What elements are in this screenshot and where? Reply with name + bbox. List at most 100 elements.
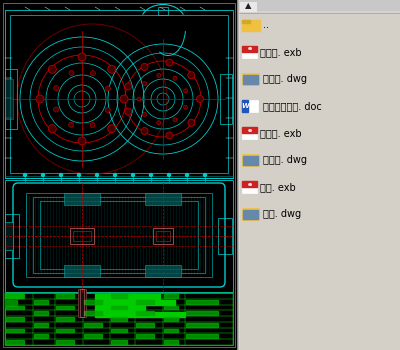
Circle shape <box>157 74 161 77</box>
Circle shape <box>24 174 26 176</box>
Circle shape <box>120 95 128 103</box>
Text: 从动轴. exb: 从动轴. exb <box>260 128 302 138</box>
Circle shape <box>184 105 188 109</box>
Bar <box>40 201 198 269</box>
Bar <box>6 329 24 332</box>
Bar <box>5 180 233 292</box>
Circle shape <box>166 59 173 66</box>
Bar <box>111 329 127 332</box>
Bar <box>5 214 19 258</box>
Circle shape <box>141 63 148 70</box>
Bar <box>33 197 205 273</box>
Bar <box>242 46 257 52</box>
Bar <box>5 10 233 178</box>
Circle shape <box>188 72 195 79</box>
Circle shape <box>96 174 98 176</box>
Circle shape <box>137 97 141 101</box>
Bar <box>242 100 258 112</box>
Bar <box>5 222 13 250</box>
Bar <box>111 306 127 309</box>
Circle shape <box>54 85 59 91</box>
Bar <box>5 293 233 345</box>
Bar <box>34 335 48 338</box>
Bar <box>242 127 257 133</box>
Bar <box>158 7 168 15</box>
Bar <box>95 294 160 299</box>
Bar <box>242 181 257 193</box>
Circle shape <box>54 107 58 112</box>
Circle shape <box>78 137 86 145</box>
Circle shape <box>157 121 161 125</box>
Text: ..: .. <box>263 20 269 30</box>
Text: 齿轮. dwg: 齿轮. dwg <box>263 209 301 219</box>
Bar <box>242 181 257 187</box>
Circle shape <box>60 174 62 176</box>
Circle shape <box>106 86 110 91</box>
Circle shape <box>105 107 110 112</box>
Bar <box>84 323 102 327</box>
Bar <box>164 294 178 298</box>
Bar <box>186 300 218 303</box>
Bar <box>95 306 145 311</box>
Text: ▲: ▲ <box>245 1 251 10</box>
Bar <box>242 46 257 58</box>
Circle shape <box>173 118 177 122</box>
Bar <box>6 317 24 321</box>
Bar <box>78 289 86 317</box>
Circle shape <box>125 83 132 90</box>
Bar <box>84 335 102 338</box>
Text: W: W <box>241 103 249 109</box>
Bar <box>6 306 24 309</box>
Bar <box>95 300 175 305</box>
Bar <box>186 335 218 338</box>
Text: e: e <box>247 47 252 51</box>
Bar <box>243 156 258 165</box>
Bar <box>84 300 102 303</box>
Bar <box>3 3 235 347</box>
Bar <box>186 312 218 315</box>
Bar <box>5 293 23 298</box>
Text: 装配图. exb: 装配图. exb <box>260 47 302 57</box>
Bar <box>26 193 212 277</box>
Bar <box>145 265 181 277</box>
Bar <box>56 329 74 332</box>
Text: 装配图. dwg: 装配图. dwg <box>263 74 307 84</box>
Text: e: e <box>247 127 252 133</box>
Bar <box>238 0 400 350</box>
Circle shape <box>204 174 206 176</box>
Circle shape <box>150 174 152 176</box>
Circle shape <box>78 53 86 61</box>
Bar <box>242 20 250 23</box>
Bar <box>111 317 127 321</box>
Bar <box>6 294 24 298</box>
Bar <box>111 294 127 298</box>
Circle shape <box>42 174 44 176</box>
Bar <box>136 323 154 327</box>
Bar <box>243 75 258 84</box>
Bar <box>0 0 238 350</box>
Bar <box>5 300 17 306</box>
Bar <box>242 100 248 112</box>
Bar <box>56 294 74 298</box>
Bar <box>153 228 173 244</box>
Circle shape <box>90 122 95 127</box>
Circle shape <box>68 122 74 127</box>
Bar <box>56 306 74 309</box>
Bar <box>238 0 400 12</box>
Bar <box>145 193 181 205</box>
Circle shape <box>69 71 74 76</box>
Circle shape <box>108 125 116 133</box>
Circle shape <box>184 89 188 93</box>
Circle shape <box>166 132 173 139</box>
Bar <box>80 289 84 317</box>
Bar <box>73 231 91 241</box>
Bar <box>242 154 259 166</box>
Text: e: e <box>247 182 252 187</box>
Bar <box>243 210 258 219</box>
Text: 从动轴. dwg: 从动轴. dwg <box>263 155 307 165</box>
Text: 设计说明书戞. doc: 设计说明书戞. doc <box>263 101 322 111</box>
Circle shape <box>36 95 44 103</box>
Circle shape <box>108 65 116 73</box>
Circle shape <box>143 112 147 117</box>
Circle shape <box>188 119 195 126</box>
